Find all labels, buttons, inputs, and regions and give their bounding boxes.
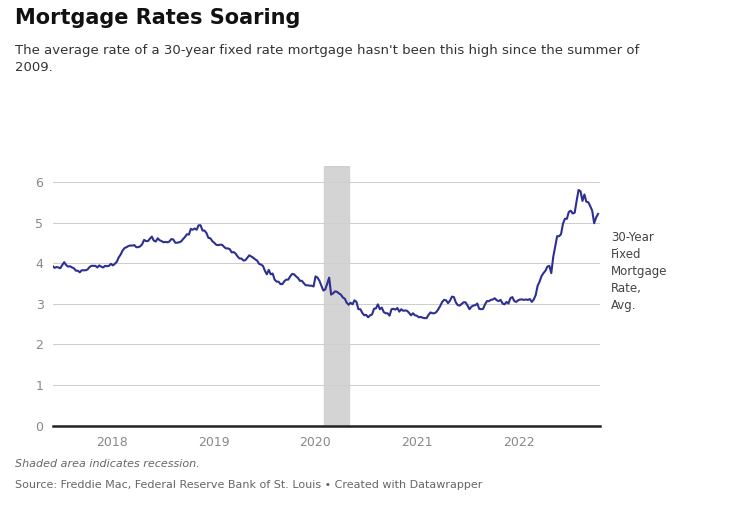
Text: Source: Freddie Mac, Federal Reserve Bank of St. Louis • Created with Datawrappe: Source: Freddie Mac, Federal Reserve Ban… (15, 480, 482, 490)
Text: Shaded area indicates recession.: Shaded area indicates recession. (15, 459, 200, 469)
Text: Mortgage Rates Soaring: Mortgage Rates Soaring (15, 8, 300, 28)
Text: The average rate of a 30-year fixed rate mortgage hasn't been this high since th: The average rate of a 30-year fixed rate… (15, 44, 639, 74)
Text: 30-Year
Fixed
Mortgage
Rate,
Avg.: 30-Year Fixed Mortgage Rate, Avg. (611, 231, 668, 312)
Bar (324, 166, 349, 426)
